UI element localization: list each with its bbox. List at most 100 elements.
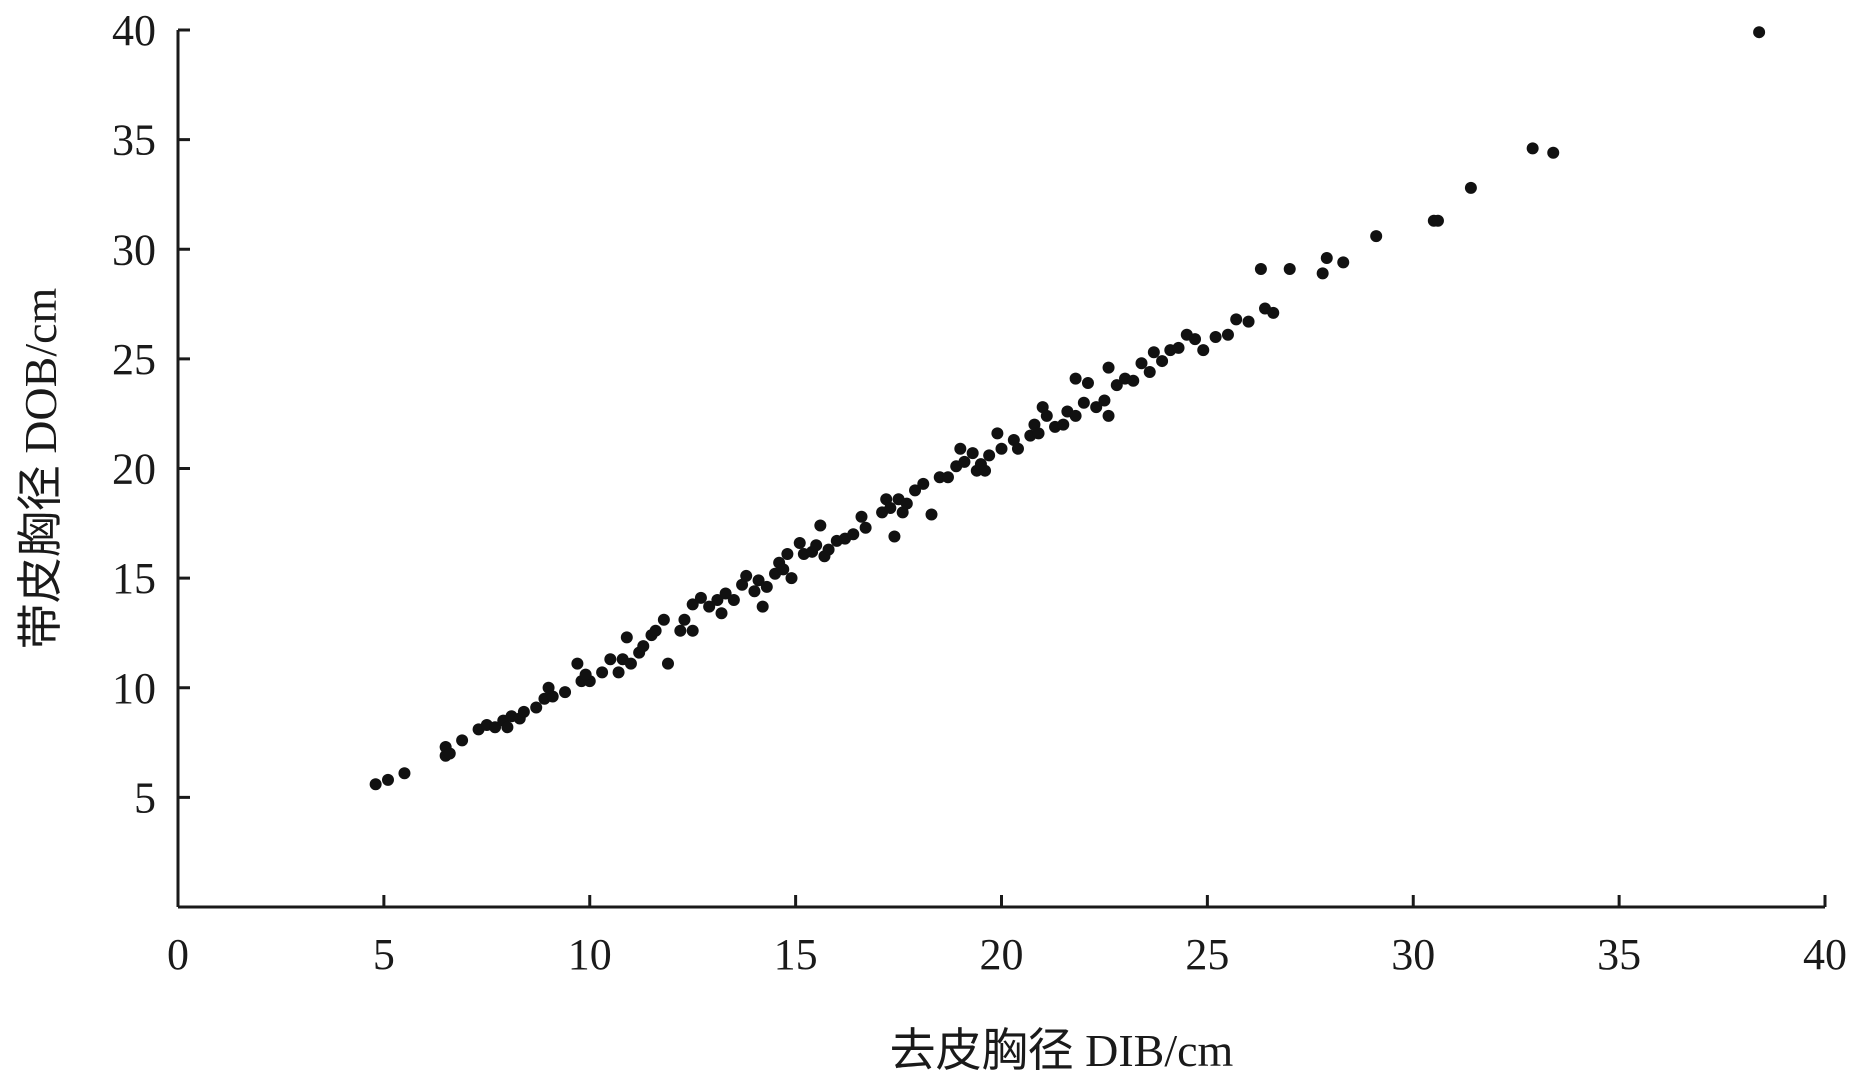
data-point [381, 773, 394, 786]
data-point [1040, 409, 1053, 422]
data-point [1110, 379, 1123, 392]
data-point [1156, 355, 1169, 368]
x-tick-label: 35 [1597, 930, 1641, 979]
data-point [1753, 26, 1766, 39]
data-point [703, 600, 716, 613]
data-point [1069, 372, 1082, 385]
data-point [1337, 256, 1350, 269]
data-point [752, 574, 765, 587]
data-point [756, 600, 769, 613]
data-point [1464, 181, 1477, 194]
data-point [1147, 346, 1160, 359]
x-axis-title: 去皮胸径 DIB/cm [890, 1025, 1234, 1076]
data-point [781, 548, 794, 561]
data-point [958, 455, 971, 468]
data-point [1431, 214, 1444, 227]
data-point [855, 510, 868, 523]
data-point [694, 591, 707, 604]
data-point [1011, 442, 1024, 455]
data-point [917, 477, 930, 490]
data-point [1221, 328, 1234, 341]
y-axis: 5 10 15 20 25 30 35 40 [112, 6, 190, 907]
data-point [760, 580, 773, 593]
data-point [983, 449, 996, 462]
data-point [398, 767, 411, 780]
x-tick-label: 30 [1391, 930, 1435, 979]
x-tick-label: 5 [373, 930, 395, 979]
data-point [1127, 374, 1140, 387]
data-point [1057, 418, 1070, 431]
data-point [1069, 409, 1082, 422]
data-point [888, 530, 901, 543]
data-point [517, 705, 530, 718]
data-point [579, 668, 592, 681]
data-point [941, 471, 954, 484]
data-point [909, 484, 922, 497]
data-point [501, 721, 514, 734]
data-point [637, 640, 650, 653]
data-point [1242, 315, 1255, 328]
data-point [542, 681, 555, 694]
data-point [674, 624, 687, 637]
x-tick-label: 0 [167, 930, 189, 979]
data-point [1135, 357, 1148, 370]
data-point [686, 624, 699, 637]
data-point [979, 464, 992, 477]
data-point [620, 631, 633, 644]
y-tick-label: 20 [112, 445, 156, 494]
data-point [657, 613, 670, 626]
data-point [1283, 262, 1296, 275]
y-tick-label: 5 [134, 773, 156, 822]
data-point [559, 686, 572, 699]
data-point [900, 497, 913, 510]
y-tick-label: 25 [112, 335, 156, 384]
data-point [748, 585, 761, 598]
data-point [1320, 252, 1333, 265]
data-point [995, 442, 1008, 455]
data-point [1316, 267, 1329, 280]
data-point [530, 701, 543, 714]
data-point [1526, 142, 1539, 155]
data-point [686, 598, 699, 611]
data-point [489, 721, 502, 734]
y-tick-label: 30 [112, 225, 156, 274]
data-point [1547, 146, 1560, 159]
data-point [1032, 427, 1045, 440]
x-tick-label: 15 [774, 930, 818, 979]
data-point [884, 501, 897, 514]
data-point [1209, 330, 1222, 343]
data-point [715, 607, 728, 620]
data-point [740, 569, 753, 582]
data-point [1143, 366, 1156, 379]
data-point [1102, 361, 1115, 374]
data-point [777, 563, 790, 576]
data-point [925, 508, 938, 521]
x-tick-label: 40 [1803, 930, 1847, 979]
data-point [991, 427, 1004, 440]
data-point [369, 778, 382, 791]
data-point [1081, 376, 1094, 389]
data-point [1254, 262, 1267, 275]
data-point [859, 521, 872, 534]
data-point [1267, 306, 1280, 319]
data-point [719, 587, 732, 600]
data-point [711, 594, 724, 607]
data-point [1189, 333, 1202, 346]
data-point [793, 537, 806, 550]
data-point [810, 539, 823, 552]
y-tick-label: 40 [112, 6, 156, 55]
data-point [1197, 344, 1210, 357]
y-tick-label: 35 [112, 116, 156, 165]
x-tick-label: 25 [1185, 930, 1229, 979]
data-point [785, 572, 798, 585]
y-tick-label: 15 [112, 554, 156, 603]
data-point [1172, 341, 1185, 354]
data-point [678, 613, 691, 626]
data-point [612, 666, 625, 679]
data-point [1370, 230, 1383, 243]
y-tick-label: 10 [112, 664, 156, 713]
data-point [596, 666, 609, 679]
data-point [1102, 409, 1115, 422]
data-point [571, 657, 584, 670]
